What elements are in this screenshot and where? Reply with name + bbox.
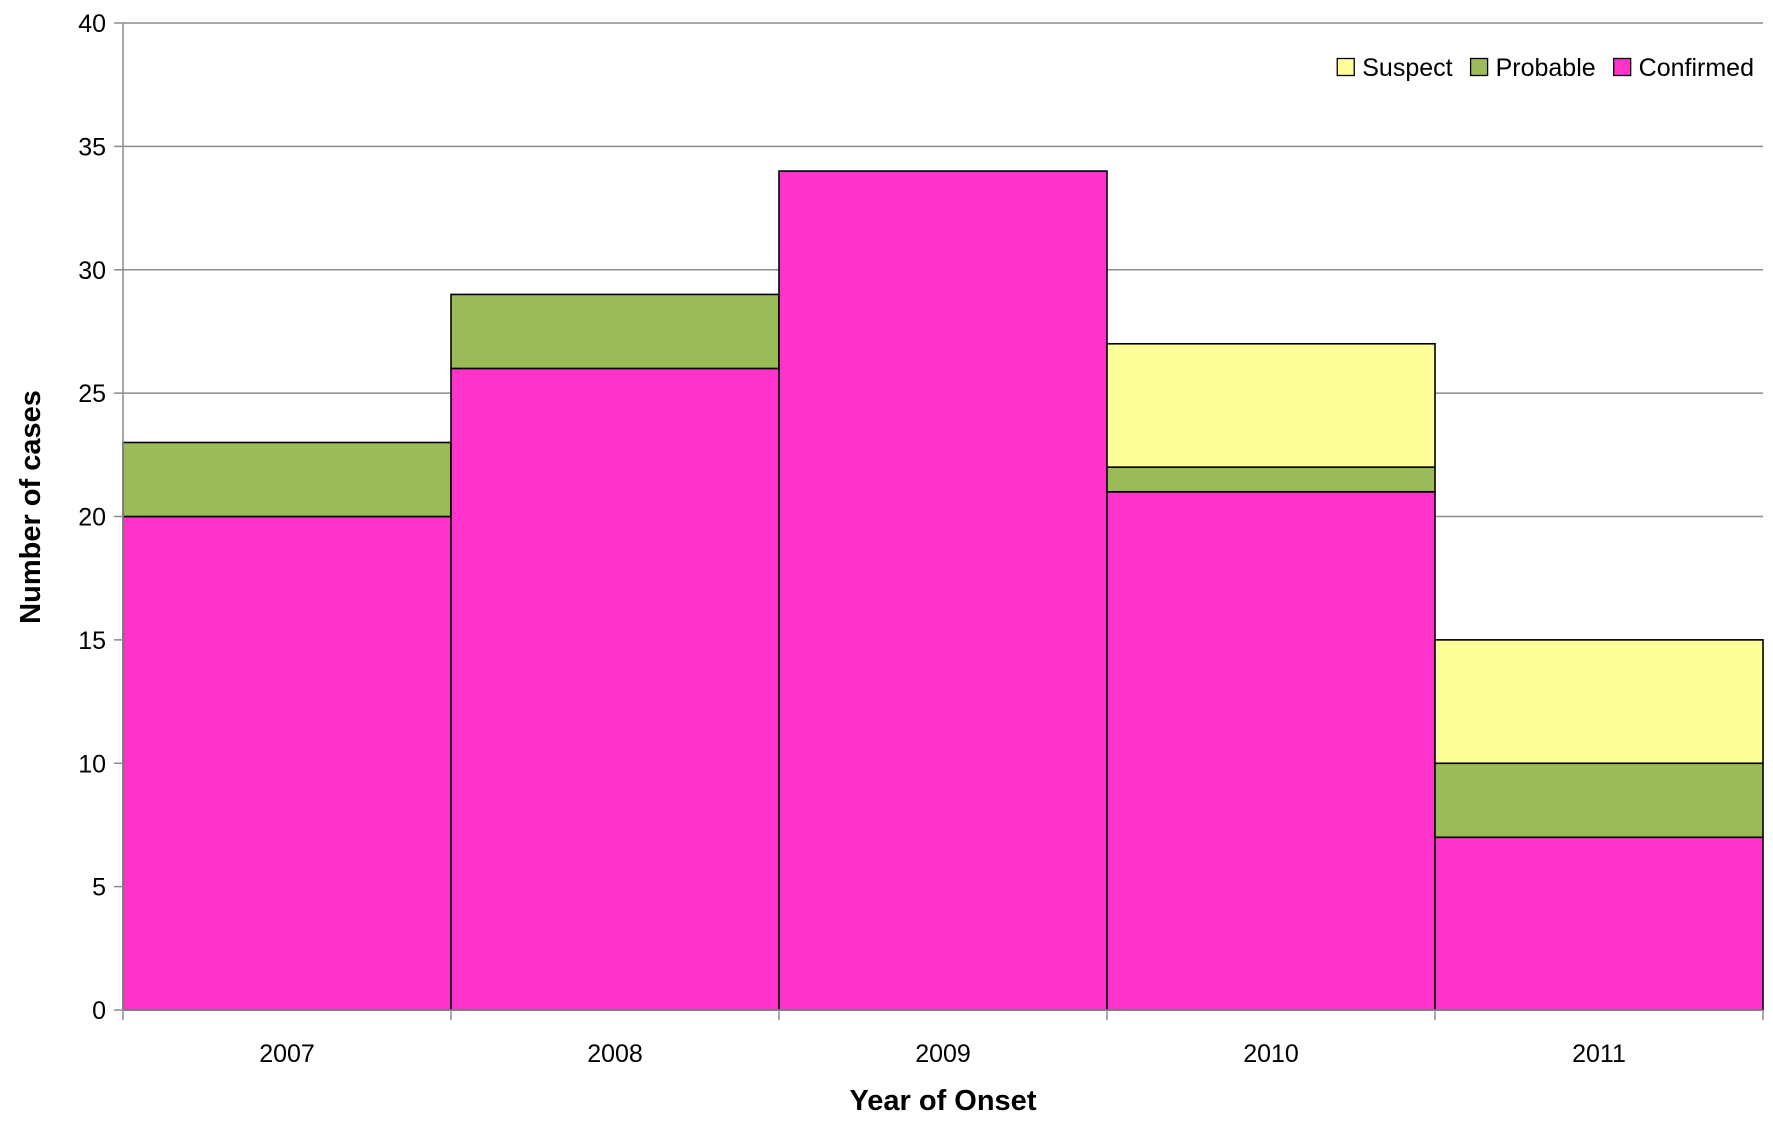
bar-suspect-2010 xyxy=(1106,342,1436,468)
y-tick-labels: 0 5 10 15 20 25 30 35 40 xyxy=(78,10,106,1025)
x-tick-label-2010: 2010 xyxy=(1243,1040,1299,1068)
legend-swatch-probable xyxy=(1469,57,1489,77)
legend-item-confirmed: Confirmed xyxy=(1613,54,1754,82)
bar-probable-2010 xyxy=(1106,466,1436,493)
legend-item-probable: Probable xyxy=(1469,54,1596,82)
bar-confirmed-2011 xyxy=(1434,836,1764,1011)
x-tick-label-2011: 2011 xyxy=(1572,1040,1626,1068)
bar-suspect-2011 xyxy=(1434,639,1764,765)
y-tick-label-10: 10 xyxy=(78,750,106,778)
x-tick-label-2008: 2008 xyxy=(587,1040,643,1068)
y-tick-label-30: 30 xyxy=(78,257,106,285)
y-tick-label-0: 0 xyxy=(92,997,106,1025)
bar-probable-2007 xyxy=(122,441,452,518)
legend-label-suspect: Suspect xyxy=(1362,54,1452,82)
y-tick-label-25: 25 xyxy=(78,380,106,408)
legend-label-probable: Probable xyxy=(1496,54,1596,82)
x-tick-label-2007: 2007 xyxy=(259,1040,315,1068)
y-axis-title: Number of cases xyxy=(15,390,47,624)
legend: Suspect Probable Confirmed xyxy=(1336,54,1754,82)
x-axis-title: Year of Onset xyxy=(850,1085,1037,1117)
legend-swatch-suspect xyxy=(1336,57,1355,77)
axes xyxy=(114,22,1764,1020)
bar-probable-2011 xyxy=(1434,762,1764,839)
x-tick-label-2009: 2009 xyxy=(915,1040,971,1068)
x-tick-labels: 2007 2008 2009 2010 2011 xyxy=(259,1040,1626,1068)
bar-confirmed-2009 xyxy=(778,170,1108,1011)
y-tick-label-20: 20 xyxy=(78,504,106,532)
y-tick-label-35: 35 xyxy=(78,133,106,161)
legend-label-confirmed: Confirmed xyxy=(1639,54,1754,82)
y-tick-label-15: 15 xyxy=(78,627,106,655)
bar-confirmed-2008 xyxy=(450,367,780,1011)
bar-probable-2008 xyxy=(450,293,780,370)
bar-confirmed-2007 xyxy=(122,515,452,1011)
legend-item-suspect: Suspect xyxy=(1336,54,1453,82)
legend-swatch-confirmed xyxy=(1613,57,1632,77)
y-tick-label-40: 40 xyxy=(78,10,106,38)
bar-confirmed-2010 xyxy=(1106,491,1436,1011)
y-tick-label-5: 5 xyxy=(92,874,106,902)
bars xyxy=(122,170,1764,1011)
